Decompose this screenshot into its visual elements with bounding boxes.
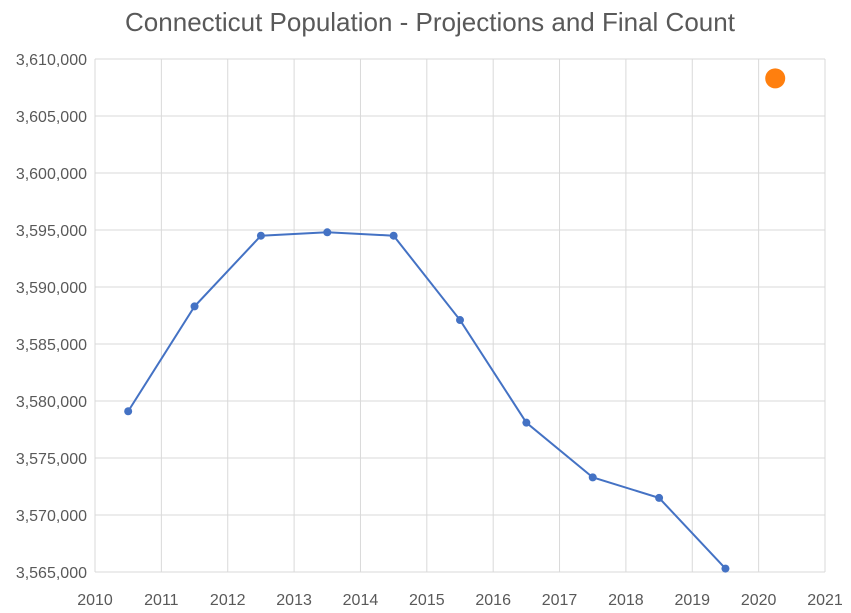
y-tick-label: 3,600,000 — [16, 166, 87, 183]
y-tick-label: 3,585,000 — [16, 337, 87, 354]
data-point — [190, 302, 199, 311]
x-tick-label: 2017 — [542, 592, 578, 609]
x-tick-label: 2010 — [77, 592, 113, 609]
x-tick-label: 2016 — [475, 592, 511, 609]
x-tick-label: 2014 — [343, 592, 379, 609]
x-tick-label: 2019 — [674, 592, 710, 609]
data-point — [588, 473, 597, 482]
grid — [94, 58, 826, 573]
x-axis-ticks: 2010 2011 2012 2013 2014 2015 2016 2017 2018 2019… — [77, 592, 843, 609]
y-tick-label: 3,565,000 — [16, 565, 87, 582]
data-point — [456, 316, 464, 325]
y-tick-label: 3,575,000 — [16, 451, 87, 468]
y-axis-ticks: 3,565,000 3,570,000 3,575,000 3,580,000 3,58… — [16, 52, 87, 582]
data-point — [389, 231, 398, 240]
data-point — [655, 493, 664, 502]
x-tick-label: 2011 — [144, 592, 179, 609]
series-line — [127, 231, 727, 570]
x-tick-label: 2012 — [210, 592, 246, 609]
chart-title: Connecticut Population - Projections and… — [125, 7, 736, 37]
y-tick-label: 3,610,000 — [16, 52, 87, 69]
x-tick-label: 2020 — [741, 592, 777, 609]
data-point — [323, 228, 332, 237]
y-tick-label: 3,590,000 — [16, 280, 87, 297]
series-group — [124, 68, 786, 573]
y-tick-label: 3,570,000 — [16, 508, 87, 525]
data-point — [522, 418, 531, 427]
y-tick-label: 3,595,000 — [16, 223, 87, 240]
x-tick-label: 2013 — [276, 592, 312, 609]
x-tick-label: 2018 — [608, 592, 644, 609]
data-point — [721, 564, 730, 573]
y-tick-label: 3,580,000 — [16, 394, 87, 411]
data-point — [256, 231, 265, 240]
y-tick-label: 3,605,000 — [16, 109, 87, 126]
final-count-point — [765, 68, 786, 89]
x-tick-label: 2021 — [807, 592, 843, 609]
x-tick-label: 2015 — [409, 592, 445, 609]
data-point — [124, 407, 133, 416]
